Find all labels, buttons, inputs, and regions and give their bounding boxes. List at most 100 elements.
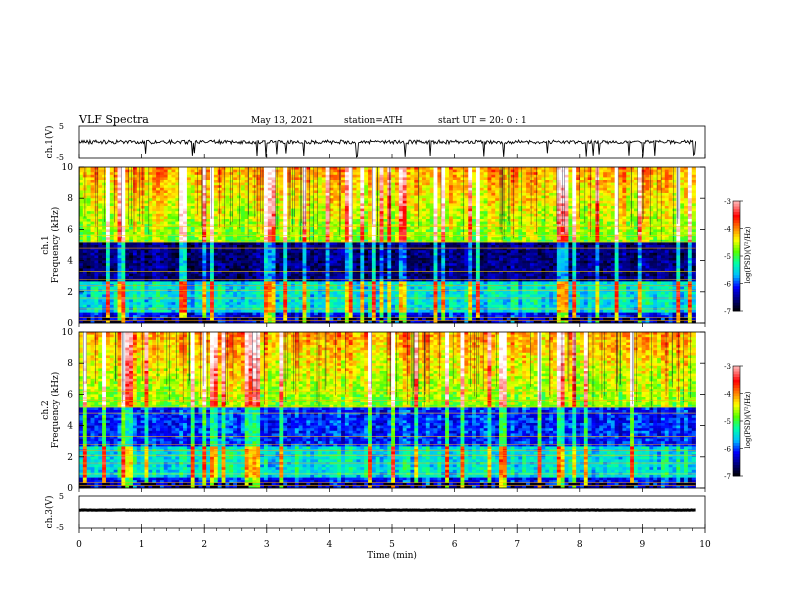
spectrogram-cell xyxy=(495,229,500,233)
spectrogram-cell xyxy=(684,182,689,186)
spectrogram-cell xyxy=(283,187,288,191)
spectrogram-cell xyxy=(441,187,446,191)
spectrogram-cell xyxy=(610,237,615,241)
spectrogram-cell xyxy=(368,195,373,199)
spectrogram-cell xyxy=(163,221,168,225)
spectrogram-cell xyxy=(676,177,681,181)
spectrogram-cell xyxy=(298,177,303,181)
spectrogram-cell xyxy=(344,195,350,199)
spectrogram-cell xyxy=(506,226,511,230)
spectrogram-cell xyxy=(437,237,442,241)
spectrogram-cell xyxy=(271,211,276,215)
spectrogram-cell xyxy=(113,211,118,215)
spectrogram-cell xyxy=(691,221,696,225)
spectrogram-cell xyxy=(637,180,642,183)
spectrogram-cell xyxy=(595,234,600,238)
spectrogram-cell xyxy=(171,237,176,241)
spectrogram-cell xyxy=(79,219,84,222)
spectrogram-cell xyxy=(664,195,669,199)
spectrogram-cell xyxy=(657,172,662,176)
spectrogram-cell xyxy=(267,180,272,183)
spectrogram-cell xyxy=(225,200,230,204)
spectrogram-cell xyxy=(660,239,666,243)
spectrogram-cell xyxy=(79,206,84,209)
spectrogram-cell xyxy=(341,200,346,204)
spectrogram-cell xyxy=(148,193,153,196)
spectrogram-cell xyxy=(310,169,315,173)
spectrogram-cell xyxy=(633,200,639,204)
spectrogram-cell xyxy=(502,206,508,209)
spectrogram-cell xyxy=(591,239,596,243)
spectrogram-cell xyxy=(267,226,272,230)
spectrogram-cell xyxy=(568,216,573,220)
spectrogram-cell xyxy=(333,177,338,181)
spectrogram-cell xyxy=(132,206,138,209)
spectrogram-cell xyxy=(649,239,654,243)
spectrogram-cell xyxy=(356,167,361,170)
spectrogram-cell xyxy=(533,172,538,176)
spectrogram-cell xyxy=(86,211,91,215)
spectrogram-cell xyxy=(433,174,438,178)
spectrogram-cell xyxy=(144,224,149,228)
spectrogram-cell xyxy=(425,187,430,191)
spectrogram-cell xyxy=(553,187,558,191)
spectrogram-cell xyxy=(510,245,515,248)
spectrogram-cell xyxy=(587,172,592,176)
spectrogram-cell xyxy=(348,195,353,199)
spectrogram-cell xyxy=(541,185,546,189)
spectrogram-cell xyxy=(190,224,195,228)
spectrogram-cell xyxy=(298,239,303,243)
spectrogram-cell xyxy=(657,213,662,217)
spectrogram-cell xyxy=(568,226,573,230)
spectrogram-cell xyxy=(152,200,157,204)
spectrogram-cell xyxy=(225,180,230,183)
spectrogram-cell xyxy=(630,224,635,228)
spectrogram-cell xyxy=(283,211,288,215)
spectrogram-cell xyxy=(587,229,592,233)
spectrogram-cell xyxy=(248,239,253,243)
spectrogram-cell xyxy=(545,213,550,217)
spectrogram-cell xyxy=(541,182,546,186)
spectrogram-cell xyxy=(618,245,623,248)
spectrogram-cell xyxy=(491,239,496,243)
spectrogram-cell xyxy=(364,229,369,233)
spectrogram-cell xyxy=(79,234,84,238)
spectrogram-cell xyxy=(441,234,446,238)
spectrogram-cell xyxy=(421,224,427,228)
spectrogram-cell xyxy=(526,232,531,235)
spectrogram-cell xyxy=(587,203,592,207)
spectrogram-cell xyxy=(117,234,122,238)
spectrogram-cell xyxy=(206,245,211,248)
spectrogram-cell xyxy=(240,242,246,246)
spectrogram-cell xyxy=(418,203,423,207)
spectrogram-cell xyxy=(487,213,492,217)
spectrogram-cell xyxy=(633,180,639,183)
spectrogram-cell xyxy=(518,198,523,202)
spectrogram-cell xyxy=(537,234,542,238)
spectrogram-cell xyxy=(622,208,627,212)
spectrogram-cell xyxy=(371,242,377,246)
spectrogram-cell xyxy=(213,190,219,194)
spectrogram-cell xyxy=(414,213,419,217)
spectrogram-cell xyxy=(256,221,261,225)
spectrogram-cell xyxy=(549,213,554,217)
spectrogram-cell xyxy=(587,208,592,212)
spectrogram-cell xyxy=(271,167,276,170)
spectrogram-cell xyxy=(125,237,130,241)
spectrogram-cell xyxy=(483,169,488,173)
spectrogram-cell xyxy=(529,195,535,199)
spectrogram-cell xyxy=(556,221,562,225)
spectrogram-cell xyxy=(186,200,192,204)
spectrogram-cell xyxy=(163,226,168,230)
spectrogram-cell xyxy=(537,245,542,248)
spectrogram-cell xyxy=(79,177,84,181)
spectrogram-cell xyxy=(271,169,276,173)
spectrogram-cell xyxy=(502,195,508,199)
spectrogram-cell xyxy=(537,177,542,181)
spectrogram-cell xyxy=(660,198,666,202)
spectrogram-cell xyxy=(109,206,114,209)
spectrogram-cell xyxy=(121,185,126,189)
spectrogram-cell xyxy=(248,187,253,191)
spectrogram-cell xyxy=(668,203,673,207)
spectrogram-cell xyxy=(479,206,484,209)
